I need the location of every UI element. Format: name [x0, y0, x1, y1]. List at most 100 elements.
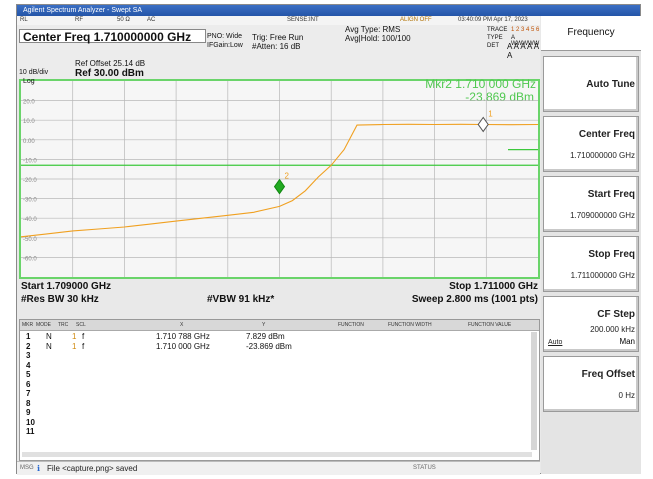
table-row[interactable]: 11 — [20, 427, 539, 436]
col-mkr: MKR — [22, 322, 34, 328]
y-tick-label: 0.00 — [23, 139, 35, 145]
stop-freq-label: Stop 1.711000 GHz — [449, 281, 538, 292]
vbw-label: #VBW 91 kHz* — [207, 294, 275, 305]
measurement-header: Center Freq 1.710000000 GHz PNO: Wide IF… — [17, 25, 540, 79]
marker-mode: N — [46, 332, 52, 341]
y-tick-label: -30.0 — [23, 198, 37, 204]
marker-mode: N — [46, 341, 52, 351]
table-row[interactable]: 8 — [20, 399, 539, 408]
col-mode: MODE — [36, 322, 51, 328]
col-y: Y — [262, 322, 266, 328]
pno-label: PNO: Wide — [207, 33, 243, 40]
table-row[interactable]: 6 — [20, 380, 539, 389]
marker-readout-freq: Mkr2 1.710 000 GHz — [425, 77, 536, 91]
trace-label: TRACE — [487, 27, 508, 33]
marker-trace: 1 — [72, 332, 77, 341]
y-tick-label: -10.0 — [23, 158, 37, 164]
sweep-label: Sweep 2.800 ms (1001 pts) — [411, 294, 538, 305]
y-tick-label: -40.0 — [23, 217, 37, 223]
marker-table: MKR MODE TRC SCL X Y FUNCTION FUNCTION W… — [19, 319, 540, 461]
col-x: X — [180, 322, 184, 328]
softkey-panel: Frequency Auto Tune Center Freq 1.710000… — [541, 16, 641, 474]
info-icon: ℹ — [37, 464, 41, 473]
sweep-info: Start 1.709000 GHz #Res BW 30 kHz #VBW 9… — [19, 279, 540, 319]
ref-offset-label: Ref Offset 25.14 dB — [75, 59, 146, 68]
softkey-auto: Auto — [548, 339, 563, 346]
softkey-label: Center Freq — [578, 129, 635, 140]
softkey-label: Stop Freq — [588, 249, 635, 260]
spectrum-plot[interactable]: Log Mkr2 1.710 000 GHz -23.869 dBm 20.0 1… — [19, 77, 540, 279]
marker-y: 7.829 dBm — [246, 332, 285, 341]
y-tick-label: -60.0 — [23, 256, 37, 262]
softkey-value: 200.000 kHz — [590, 325, 635, 334]
window-title: Agilent Spectrum Analyzer - Swept SA — [17, 5, 640, 16]
marker-number: 6 — [26, 379, 31, 389]
marker-number: 5 — [26, 370, 31, 379]
status-rf: RF — [75, 17, 83, 23]
analyzer-window: Agilent Spectrum Analyzer - Swept SA RL … — [16, 4, 641, 475]
status-ac: AC — [147, 17, 156, 23]
col-function-value: FUNCTION VALUE — [468, 322, 512, 328]
table-row[interactable]: 9 — [20, 408, 539, 417]
marker-x: 1.710 000 GHz — [156, 341, 210, 351]
freq-offset-softkey[interactable]: Freq Offset 0 Hz — [543, 356, 639, 412]
marker-number: 7 — [26, 389, 31, 398]
table-row[interactable]: 1 N 1 f 1.710 788 GHz 7.829 dBm — [20, 332, 539, 341]
start-freq-softkey[interactable]: Start Freq 1.709000000 GHz — [543, 176, 639, 232]
trig-label: Trig: Free Run — [252, 33, 304, 42]
ref-level-label: Ref 30.00 dBm — [75, 68, 144, 79]
marker-table-vscroll[interactable] — [531, 332, 537, 450]
marker-number: 11 — [26, 427, 35, 436]
marker-scale: f — [82, 341, 85, 351]
plot-canvas: 20.0 10.0 0.00 -10.0 -20.0 -30.0 -40.0 -50.0 -60… — [21, 81, 538, 277]
col-function: FUNCTION — [338, 322, 364, 328]
softkey-label: Freq Offset — [581, 369, 635, 380]
ifgain-label: IFGain:Low — [207, 42, 243, 49]
message-bar: MSG ℹ File <capture.png> saved STATUS — [17, 461, 540, 475]
softkey-value: 1.710000000 GHz — [570, 151, 635, 160]
col-scl: SCL — [76, 322, 86, 328]
table-row[interactable]: 5 — [20, 370, 539, 379]
atten-label: #Atten: 16 dB — [252, 42, 301, 51]
start-freq-label: Start 1.709000 GHz — [21, 281, 112, 292]
status-rl: RL — [20, 17, 28, 23]
table-row[interactable]: 2 N 1 f 1.710 000 GHz -23.869 dBm — [20, 342, 539, 351]
det-values: A A A A A A — [507, 42, 539, 60]
type-label: TYPE — [487, 35, 503, 41]
marker-number: 8 — [26, 398, 31, 408]
avg-type-label: Avg Type: RMS — [345, 25, 401, 34]
table-row[interactable]: 3 — [20, 351, 539, 360]
marker-2-label: 2 — [285, 172, 290, 181]
softkey-value: 0 Hz — [618, 391, 635, 400]
marker-x: 1.710 788 GHz — [156, 332, 210, 341]
marker-number: 3 — [26, 351, 31, 360]
marker-number: 9 — [26, 408, 31, 417]
rbw-label: #Res BW 30 kHz — [21, 294, 99, 305]
scale-label: 10 dB/div — [19, 69, 49, 76]
softkey-value: 1.709000000 GHz — [570, 211, 635, 220]
trace-numbers: 1 2 3 4 5 6 — [511, 27, 540, 33]
center-freq-softkey[interactable]: Center Freq 1.710000000 GHz — [543, 116, 639, 172]
y-tick-label: 20.0 — [23, 100, 35, 106]
softkey-value: 1.711000000 GHz — [570, 271, 635, 280]
table-row[interactable]: 7 — [20, 389, 539, 398]
marker-number: 10 — [26, 417, 35, 427]
log-label: Log — [23, 78, 35, 85]
stop-freq-softkey[interactable]: Stop Freq 1.711000000 GHz — [543, 236, 639, 292]
trace-1 — [21, 123, 538, 238]
marker-1-label: 1 — [488, 109, 493, 118]
softkey-menu-title: Frequency — [541, 16, 641, 51]
marker-number: 1 — [26, 332, 31, 341]
marker-1-diamond — [477, 116, 489, 133]
msg-label: MSG — [20, 465, 34, 471]
table-row[interactable]: 10 — [20, 418, 539, 427]
status-imp: 50 Ω — [117, 17, 130, 23]
marker-trace: 1 — [72, 341, 77, 351]
table-row[interactable]: 4 — [20, 361, 539, 370]
marker-table-hscroll[interactable] — [22, 452, 532, 457]
center-freq-display[interactable]: Center Freq 1.710000000 GHz — [19, 29, 206, 44]
softkey-label: CF Step — [597, 309, 635, 320]
col-function-width: FUNCTION WIDTH — [388, 322, 432, 328]
auto-tune-softkey[interactable]: Auto Tune — [543, 56, 639, 112]
cf-step-softkey[interactable]: CF Step 200.000 kHz Auto Man — [543, 296, 639, 352]
